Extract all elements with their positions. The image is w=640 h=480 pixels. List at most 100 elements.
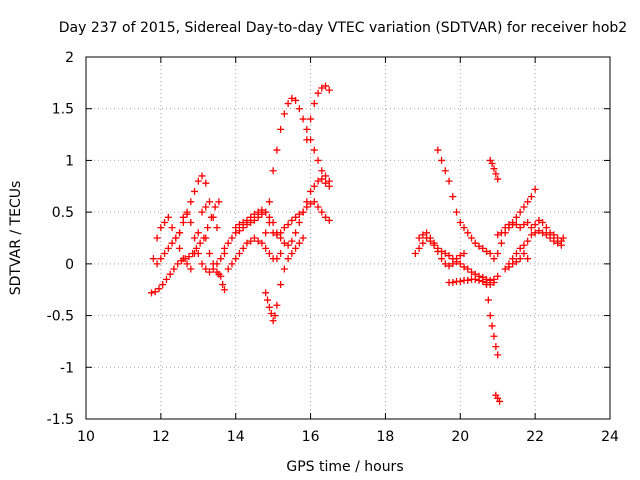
data-point <box>482 247 490 255</box>
data-point <box>288 237 296 245</box>
data-point <box>280 239 288 247</box>
data-point <box>434 247 442 255</box>
data-point <box>220 286 228 294</box>
data-point <box>250 216 258 224</box>
data-point <box>310 100 318 108</box>
series-arc-2 <box>148 198 223 297</box>
data-point <box>471 239 479 247</box>
data-point <box>196 239 204 247</box>
data-point <box>202 203 210 211</box>
data-point <box>204 224 212 232</box>
data-point <box>194 177 202 185</box>
data-point <box>460 224 468 232</box>
data-point <box>490 278 498 286</box>
data-point <box>535 227 543 235</box>
y-tick-label: -1.5 <box>47 412 74 428</box>
data-point <box>475 242 483 250</box>
data-point <box>520 250 528 258</box>
data-point <box>299 234 307 242</box>
data-point <box>494 272 502 280</box>
data-point <box>559 234 567 242</box>
y-tick-label: -1 <box>60 360 74 376</box>
data-point <box>303 125 311 133</box>
data-point <box>267 310 275 318</box>
data-point <box>501 265 509 273</box>
data-point <box>479 244 487 252</box>
series-arc-21 <box>505 227 567 268</box>
data-point <box>258 206 266 214</box>
data-point <box>292 96 300 104</box>
data-point <box>202 265 210 273</box>
data-point <box>531 221 539 229</box>
series-arc-5 <box>202 234 228 294</box>
data-point <box>273 146 281 154</box>
data-point <box>262 289 270 297</box>
data-point <box>423 229 431 237</box>
data-point <box>512 221 520 229</box>
data-point <box>524 198 532 206</box>
data-point <box>484 296 492 304</box>
data-point <box>151 288 159 296</box>
data-point <box>490 255 498 263</box>
data-point <box>235 227 243 235</box>
axis-ticks: 10 12 14 16 18 20 22 24 -1.5 -1 -0.5 0 0.5 1 1.5 2 <box>47 50 619 445</box>
data-point <box>280 110 288 118</box>
data-point <box>524 237 532 245</box>
y-axis-label: SDTVAR / TECUs <box>8 181 24 296</box>
data-point <box>509 260 517 268</box>
data-point <box>434 146 442 154</box>
data-point <box>254 237 262 245</box>
data-point <box>509 218 517 226</box>
data-point <box>250 210 258 218</box>
data-point <box>453 255 461 263</box>
data-point <box>295 105 303 113</box>
data-point <box>265 250 273 258</box>
data-point <box>265 303 273 311</box>
data-point <box>295 239 303 247</box>
data-point <box>198 172 206 180</box>
data-point <box>258 239 266 247</box>
data-point <box>295 218 303 226</box>
data-point <box>181 255 189 263</box>
data-point <box>468 234 476 242</box>
data-point <box>318 208 326 216</box>
series-arc-13 <box>415 229 468 270</box>
data-point <box>164 244 172 252</box>
data-point <box>262 208 270 216</box>
data-point <box>524 218 532 226</box>
y-tick-label: 0.5 <box>52 205 74 221</box>
data-point <box>149 255 157 263</box>
data-point <box>280 224 288 232</box>
data-point <box>415 244 423 252</box>
data-point <box>273 255 281 263</box>
data-point <box>512 250 520 258</box>
data-point <box>262 229 270 237</box>
data-point <box>295 210 303 218</box>
data-point <box>183 210 191 218</box>
series-arc-3 <box>153 172 221 268</box>
data-point <box>318 175 326 183</box>
data-point <box>187 218 195 226</box>
data-point <box>264 296 272 304</box>
data-point <box>314 203 322 211</box>
data-point <box>445 177 453 185</box>
data-point <box>557 241 565 249</box>
series-arc-11 <box>224 234 285 273</box>
data-point <box>488 322 496 330</box>
x-tick-label: 12 <box>152 429 170 445</box>
data-point <box>307 200 315 208</box>
data-point <box>247 237 255 245</box>
data-point <box>247 213 255 221</box>
data-point <box>468 268 476 276</box>
y-tick-label: 1 <box>65 153 74 169</box>
data-point <box>206 198 214 206</box>
data-point <box>419 231 427 239</box>
data-point <box>219 281 227 289</box>
data-point <box>430 239 438 247</box>
data-point <box>157 255 165 263</box>
data-point <box>516 255 524 263</box>
data-point <box>520 241 528 249</box>
data-point <box>215 198 223 206</box>
data-point <box>191 234 199 242</box>
data-point <box>441 260 449 268</box>
